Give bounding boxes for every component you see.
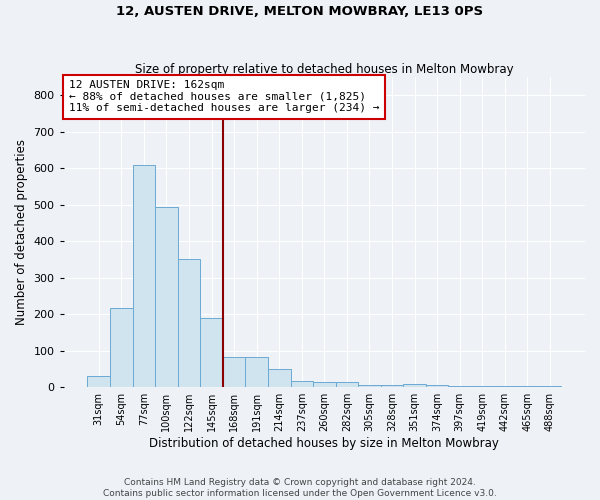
- Bar: [200, 318, 223, 387]
- Bar: [335, 382, 358, 387]
- Bar: [155, 206, 178, 387]
- Bar: [494, 386, 516, 387]
- Text: Contains HM Land Registry data © Crown copyright and database right 2024.
Contai: Contains HM Land Registry data © Crown c…: [103, 478, 497, 498]
- Bar: [178, 259, 200, 387]
- Bar: [313, 382, 335, 387]
- Bar: [426, 386, 448, 387]
- Bar: [448, 386, 471, 387]
- X-axis label: Distribution of detached houses by size in Melton Mowbray: Distribution of detached houses by size …: [149, 437, 499, 450]
- Bar: [403, 384, 426, 387]
- Text: 12, AUSTEN DRIVE, MELTON MOWBRAY, LE13 0PS: 12, AUSTEN DRIVE, MELTON MOWBRAY, LE13 0…: [116, 5, 484, 18]
- Bar: [471, 386, 494, 387]
- Bar: [539, 386, 562, 387]
- Bar: [88, 376, 110, 387]
- Y-axis label: Number of detached properties: Number of detached properties: [15, 139, 28, 325]
- Bar: [223, 357, 245, 387]
- Bar: [110, 308, 133, 387]
- Bar: [245, 357, 268, 387]
- Bar: [290, 380, 313, 387]
- Title: Size of property relative to detached houses in Melton Mowbray: Size of property relative to detached ho…: [135, 63, 514, 76]
- Bar: [133, 164, 155, 387]
- Bar: [358, 384, 381, 387]
- Bar: [268, 369, 290, 387]
- Bar: [381, 386, 403, 387]
- Text: 12 AUSTEN DRIVE: 162sqm
← 88% of detached houses are smaller (1,825)
11% of semi: 12 AUSTEN DRIVE: 162sqm ← 88% of detache…: [69, 80, 379, 114]
- Bar: [516, 386, 539, 387]
